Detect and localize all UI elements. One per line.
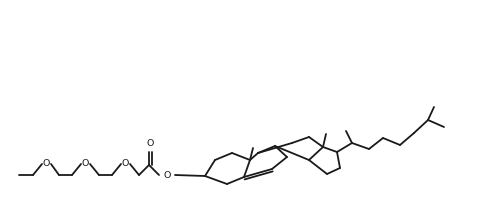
Text: O: O: [146, 139, 154, 148]
Text: O: O: [43, 159, 50, 169]
Text: O: O: [163, 170, 170, 180]
Text: O: O: [121, 159, 128, 169]
Text: O: O: [81, 159, 89, 169]
